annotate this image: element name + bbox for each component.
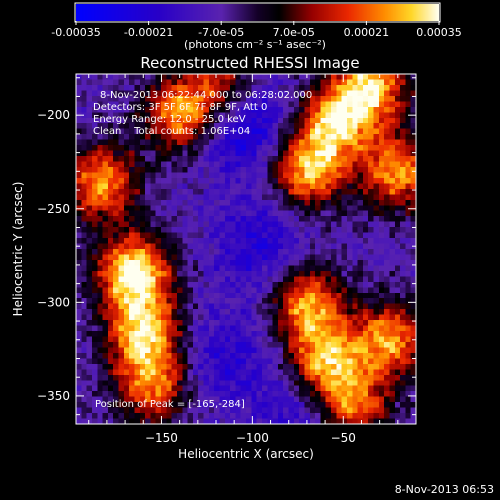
y-tick-label: −200 <box>37 108 70 122</box>
colorbar-tick-label: 0.00021 <box>344 26 390 39</box>
colorbar-tick-label: -0.00021 <box>124 26 173 39</box>
annotation-energy-range: Energy Range: 12.0 - 25.0 keV <box>93 114 246 125</box>
x-tick-label: −150 <box>145 431 178 445</box>
heatmap-image <box>76 74 416 424</box>
y-tick-label: −300 <box>37 295 70 309</box>
annotation-detectors: Detectors: 3F 5F 6F 7F 8F 9F, Att 0 <box>93 102 267 113</box>
colorbar-gradient <box>76 4 439 21</box>
colorbar-tick-label: 7.0e-05 <box>273 26 315 39</box>
colorbar: -0.00035 -0.00021 -7.0e-05 7.0e-05 0.00021 0.… <box>51 2 462 51</box>
x-tick-label: −50 <box>331 431 356 445</box>
annotation-clean-counts: Clean Total counts: 1.06E+04 <box>93 126 250 137</box>
colorbar-frame <box>74 2 441 23</box>
x-tick-label: −100 <box>236 431 269 445</box>
chart-title: Reconstructed RHESSI Image <box>140 54 359 72</box>
y-tick-label: −350 <box>37 389 70 403</box>
x-axis-label: Heliocentric X (arcsec) <box>178 447 314 461</box>
plot-frame <box>75 73 417 425</box>
y-axis-label: Heliocentric Y (arcsec) <box>11 182 25 317</box>
peak-position-label: Position of Peak = [-165,-284] <box>95 399 245 410</box>
colorbar-tick-label: -7.0e-05 <box>198 26 244 39</box>
colorbar-tick-label: -0.00035 <box>51 26 100 39</box>
y-tick-label: −250 <box>37 202 70 216</box>
axis-ticks: −150 −100 −50 −200 −250 −300 −350 <box>37 74 417 445</box>
colorbar-ticks: -0.00035 -0.00021 -7.0e-05 7.0e-05 0.00021 0.… <box>51 21 462 39</box>
timestamp: 8-Nov-2013 06:53 <box>394 483 494 496</box>
colorbar-tick-label: 0.00035 <box>416 26 462 39</box>
annotation-time-range: 8-Nov-2013 06:22:44.000 to 06:28:02.000 <box>100 90 312 101</box>
colorbar-unit-label: (photons cm⁻² s⁻¹ asec⁻²) <box>184 38 326 51</box>
